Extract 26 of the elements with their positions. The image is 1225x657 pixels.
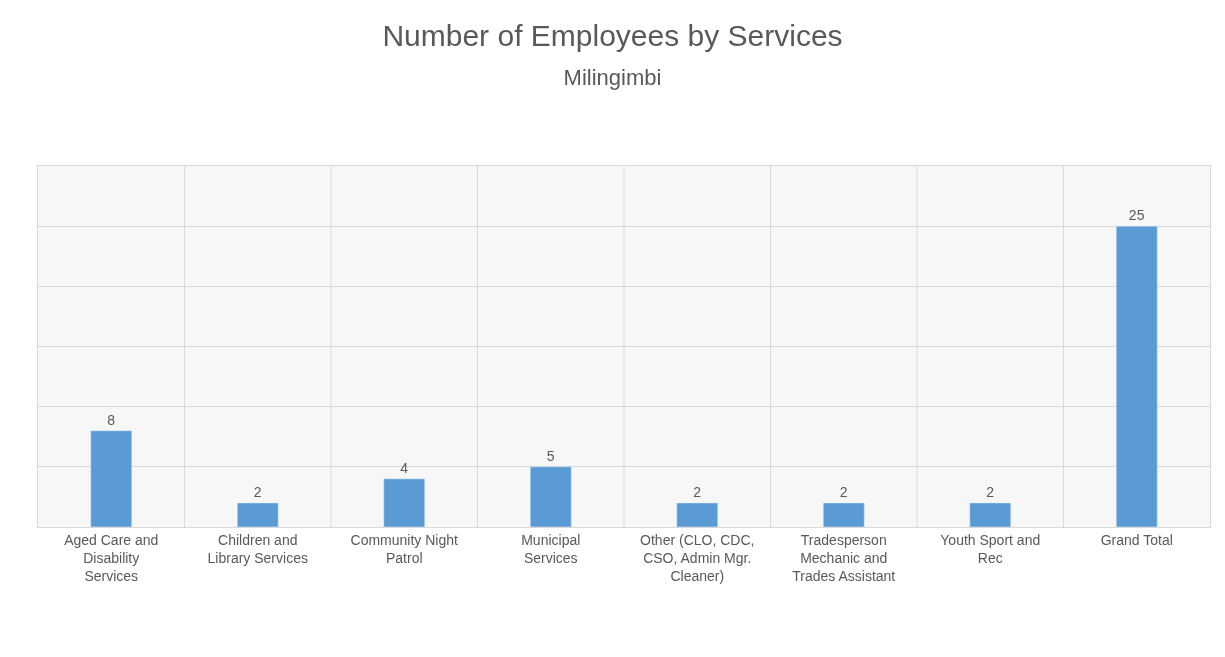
bar bbox=[529, 466, 572, 527]
bar bbox=[236, 502, 279, 527]
data-label: 4 bbox=[400, 459, 409, 476]
data-label: 2 bbox=[693, 483, 702, 500]
x-tick-label: Grand Total bbox=[1100, 531, 1173, 548]
chart-subtitle: Milingimbi bbox=[563, 64, 662, 90]
data-label: 2 bbox=[253, 483, 262, 500]
bar bbox=[383, 478, 426, 527]
bar bbox=[1115, 225, 1158, 527]
bar bbox=[822, 502, 865, 527]
bar bbox=[969, 502, 1012, 527]
data-label: 2 bbox=[986, 483, 995, 500]
x-tick-label: Community Night Patrol bbox=[350, 531, 459, 566]
bar bbox=[90, 430, 133, 527]
data-label: 8 bbox=[107, 411, 116, 428]
x-tick-label: Aged Care and Disability Services bbox=[64, 531, 159, 585]
data-label: 5 bbox=[546, 447, 555, 464]
data-label: 25 bbox=[1128, 207, 1145, 224]
x-tick-label: Other (CLO, CDC, CSO, Admin Mgr. Cleaner) bbox=[640, 531, 755, 585]
x-tick-label: Municipal Services bbox=[521, 531, 581, 566]
chart-title: Number of Employees by Services bbox=[382, 18, 843, 52]
x-tick-label: Youth Sport and Rec bbox=[940, 531, 1041, 566]
x-tick-label: Children and Library Services bbox=[207, 531, 308, 566]
x-tick-label: Tradesperson Mechanic and Trades Assistant bbox=[792, 531, 896, 585]
bar bbox=[676, 502, 719, 527]
data-label: 2 bbox=[839, 483, 848, 500]
